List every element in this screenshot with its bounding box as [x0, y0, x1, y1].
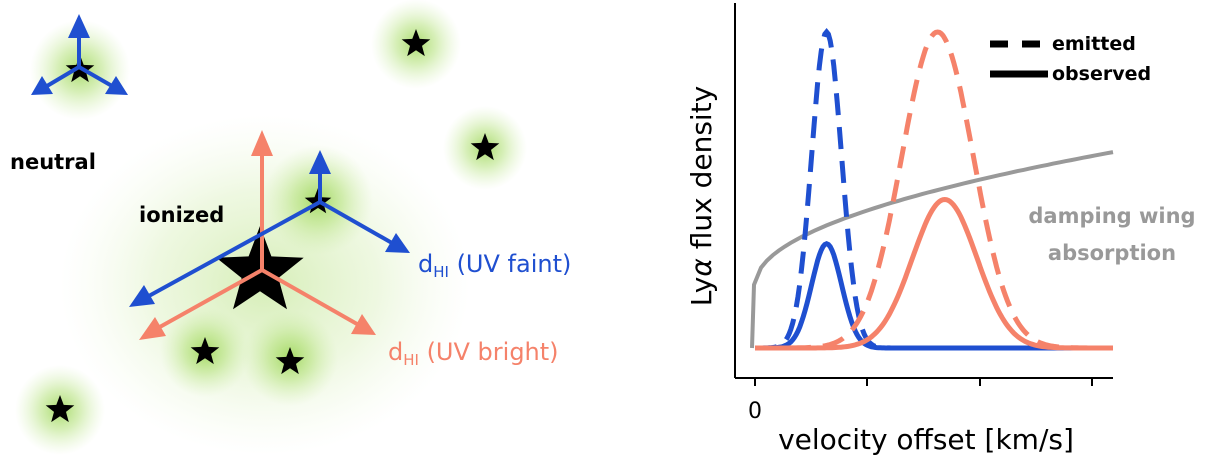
star-icon	[470, 133, 500, 161]
star-icon	[401, 29, 431, 57]
uv-bright-observed-curve	[755, 196, 1113, 351]
arrow-icon	[319, 200, 393, 245]
lya-flux-chart: 0 velocity offset [km/s] Lyα flux densit…	[685, 3, 1196, 456]
x-axis-label: velocity offset [km/s]	[778, 423, 1074, 456]
uv-bright-arrows	[139, 130, 376, 340]
arrow-icon	[351, 314, 376, 335]
label-neutral: neutral	[10, 150, 96, 174]
label-ionized: ionized	[139, 203, 224, 227]
arrow-icon	[251, 130, 273, 156]
arrow-icon	[129, 285, 155, 307]
legend-emitted-label: emitted	[1052, 33, 1136, 55]
ionization-diagram: neutral ionized dHI (UV faint) dHI (UV b…	[10, 0, 571, 455]
star-icon	[45, 395, 75, 423]
damping-label-line2: absorption	[1048, 241, 1176, 265]
curve-group	[750, 28, 1114, 351]
arrow-icon	[31, 76, 53, 95]
arrow-icon	[157, 268, 263, 330]
star-icon	[190, 337, 220, 365]
label-uv-bright: dHI (UV bright)	[388, 338, 559, 369]
damping-label-line1: damping wing	[1028, 204, 1195, 228]
y-axis-label: Lyα flux density	[685, 86, 718, 307]
arrow-icon	[309, 150, 331, 174]
arrow-icon	[105, 76, 128, 95]
arrow-icon	[146, 200, 321, 299]
star-icon	[275, 347, 305, 375]
damping-wing-curve	[750, 150, 1114, 349]
arrow-icon	[261, 268, 358, 326]
label-uv-faint: dHI (UV faint)	[418, 250, 571, 281]
legend-observed-label: observed	[1052, 63, 1151, 85]
arrow-icon	[78, 65, 113, 88]
uv-faint-arrows	[31, 14, 410, 307]
arrow-icon	[68, 14, 90, 38]
arrow-icon	[139, 317, 166, 340]
arrow-icon	[45, 65, 81, 88]
arrow-icon	[385, 233, 410, 253]
x-tick-label-zero: 0	[748, 399, 762, 424]
